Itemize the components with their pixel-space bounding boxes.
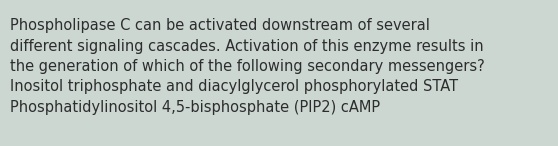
Text: Inositol triphosphate and diacylglycerol phosphorylated STAT: Inositol triphosphate and diacylglycerol… [10,80,458,94]
Text: the generation of which of the following secondary messengers?: the generation of which of the following… [10,59,485,74]
Text: different signaling cascades. Activation of this enzyme results in: different signaling cascades. Activation… [10,39,484,53]
Text: Phospholipase C can be activated downstream of several: Phospholipase C can be activated downstr… [10,18,430,33]
Text: Phosphatidylinositol 4,5-bisphosphate (PIP2) cAMP: Phosphatidylinositol 4,5-bisphosphate (P… [10,100,380,115]
